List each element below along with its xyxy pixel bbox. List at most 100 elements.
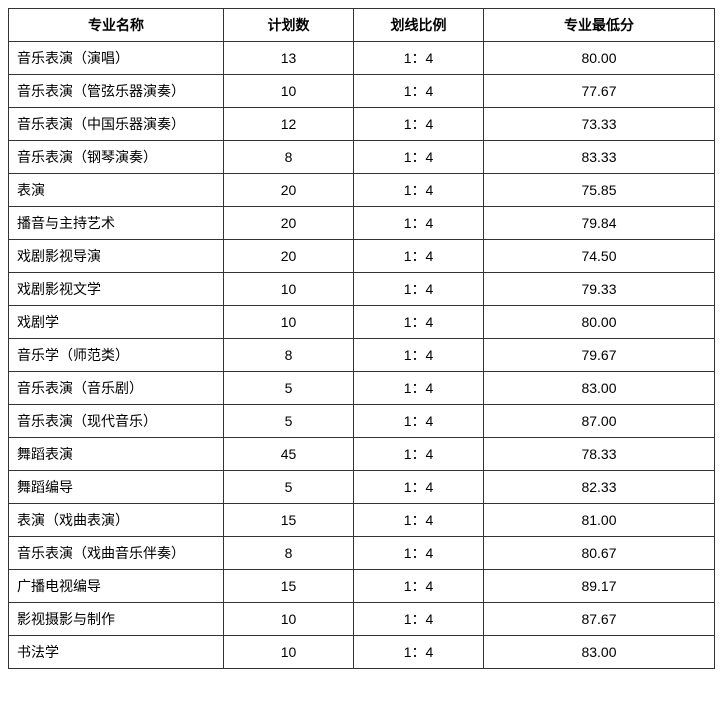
cell-score: 82.33: [484, 471, 715, 504]
cell-major: 音乐表演（管弦乐器演奏）: [9, 75, 224, 108]
cell-ratio: 1：4: [354, 339, 484, 372]
cell-plan: 15: [224, 570, 354, 603]
cell-score: 79.33: [484, 273, 715, 306]
cell-plan: 12: [224, 108, 354, 141]
cell-ratio: 1：4: [354, 438, 484, 471]
table-body: 音乐表演（演唱）131：480.00音乐表演（管弦乐器演奏）101：477.67…: [9, 42, 715, 669]
cell-plan: 8: [224, 537, 354, 570]
cell-plan: 20: [224, 240, 354, 273]
col-header-plan: 计划数: [224, 9, 354, 42]
table-row: 音乐表演（钢琴演奏）81：483.33: [9, 141, 715, 174]
cell-ratio: 1：4: [354, 174, 484, 207]
cell-score: 79.84: [484, 207, 715, 240]
cell-score: 83.00: [484, 372, 715, 405]
cell-ratio: 1：4: [354, 306, 484, 339]
table-row: 播音与主持艺术201：479.84: [9, 207, 715, 240]
cell-ratio: 1：4: [354, 570, 484, 603]
cell-plan: 10: [224, 306, 354, 339]
cell-ratio: 1：4: [354, 108, 484, 141]
cell-major: 播音与主持艺术: [9, 207, 224, 240]
cell-major: 音乐学（师范类）: [9, 339, 224, 372]
cell-plan: 20: [224, 174, 354, 207]
admissions-table: 专业名称 计划数 划线比例 专业最低分 音乐表演（演唱）131：480.00音乐…: [8, 8, 715, 669]
cell-score: 80.00: [484, 306, 715, 339]
table-row: 舞蹈编导51：482.33: [9, 471, 715, 504]
col-header-ratio: 划线比例: [354, 9, 484, 42]
cell-ratio: 1：4: [354, 240, 484, 273]
cell-score: 80.00: [484, 42, 715, 75]
cell-score: 87.67: [484, 603, 715, 636]
cell-plan: 20: [224, 207, 354, 240]
table-row: 表演（戏曲表演）151：481.00: [9, 504, 715, 537]
table-row: 戏剧影视文学101：479.33: [9, 273, 715, 306]
table-row: 广播电视编导151：489.17: [9, 570, 715, 603]
cell-plan: 45: [224, 438, 354, 471]
cell-major: 书法学: [9, 636, 224, 669]
table-row: 音乐表演（中国乐器演奏）121：473.33: [9, 108, 715, 141]
cell-plan: 13: [224, 42, 354, 75]
table-row: 舞蹈表演451：478.33: [9, 438, 715, 471]
cell-plan: 15: [224, 504, 354, 537]
header-row: 专业名称 计划数 划线比例 专业最低分: [9, 9, 715, 42]
table-row: 戏剧影视导演201：474.50: [9, 240, 715, 273]
cell-ratio: 1：4: [354, 207, 484, 240]
cell-plan: 8: [224, 339, 354, 372]
cell-plan: 10: [224, 603, 354, 636]
cell-major: 广播电视编导: [9, 570, 224, 603]
cell-major: 舞蹈表演: [9, 438, 224, 471]
cell-major: 音乐表演（现代音乐）: [9, 405, 224, 438]
cell-major: 表演: [9, 174, 224, 207]
table-row: 音乐表演（戏曲音乐伴奏）81：480.67: [9, 537, 715, 570]
cell-major: 表演（戏曲表演）: [9, 504, 224, 537]
cell-ratio: 1：4: [354, 141, 484, 174]
table-row: 书法学101：483.00: [9, 636, 715, 669]
table-row: 表演201：475.85: [9, 174, 715, 207]
table-row: 音乐学（师范类）81：479.67: [9, 339, 715, 372]
cell-plan: 10: [224, 75, 354, 108]
cell-major: 音乐表演（音乐剧）: [9, 372, 224, 405]
cell-ratio: 1：4: [354, 372, 484, 405]
cell-ratio: 1：4: [354, 537, 484, 570]
cell-major: 戏剧影视文学: [9, 273, 224, 306]
cell-ratio: 1：4: [354, 42, 484, 75]
cell-score: 75.85: [484, 174, 715, 207]
cell-plan: 10: [224, 636, 354, 669]
table-row: 音乐表演（音乐剧）51：483.00: [9, 372, 715, 405]
cell-major: 戏剧影视导演: [9, 240, 224, 273]
table-row: 音乐表演（管弦乐器演奏）101：477.67: [9, 75, 715, 108]
cell-ratio: 1：4: [354, 405, 484, 438]
cell-major: 戏剧学: [9, 306, 224, 339]
cell-ratio: 1：4: [354, 471, 484, 504]
cell-major: 音乐表演（中国乐器演奏）: [9, 108, 224, 141]
cell-score: 87.00: [484, 405, 715, 438]
cell-score: 83.33: [484, 141, 715, 174]
cell-score: 74.50: [484, 240, 715, 273]
cell-plan: 5: [224, 372, 354, 405]
cell-major: 影视摄影与制作: [9, 603, 224, 636]
cell-plan: 5: [224, 405, 354, 438]
cell-score: 79.67: [484, 339, 715, 372]
cell-ratio: 1：4: [354, 75, 484, 108]
cell-score: 83.00: [484, 636, 715, 669]
cell-plan: 5: [224, 471, 354, 504]
cell-plan: 8: [224, 141, 354, 174]
table-row: 戏剧学101：480.00: [9, 306, 715, 339]
cell-score: 77.67: [484, 75, 715, 108]
cell-ratio: 1：4: [354, 504, 484, 537]
cell-major: 音乐表演（演唱）: [9, 42, 224, 75]
cell-score: 80.67: [484, 537, 715, 570]
cell-major: 音乐表演（钢琴演奏）: [9, 141, 224, 174]
table-row: 音乐表演（演唱）131：480.00: [9, 42, 715, 75]
cell-ratio: 1：4: [354, 273, 484, 306]
cell-ratio: 1：4: [354, 603, 484, 636]
cell-score: 73.33: [484, 108, 715, 141]
cell-score: 89.17: [484, 570, 715, 603]
cell-major: 舞蹈编导: [9, 471, 224, 504]
col-header-major: 专业名称: [9, 9, 224, 42]
cell-ratio: 1：4: [354, 636, 484, 669]
table-row: 音乐表演（现代音乐）51：487.00: [9, 405, 715, 438]
table-row: 影视摄影与制作101：487.67: [9, 603, 715, 636]
col-header-score: 专业最低分: [484, 9, 715, 42]
cell-major: 音乐表演（戏曲音乐伴奏）: [9, 537, 224, 570]
cell-score: 81.00: [484, 504, 715, 537]
